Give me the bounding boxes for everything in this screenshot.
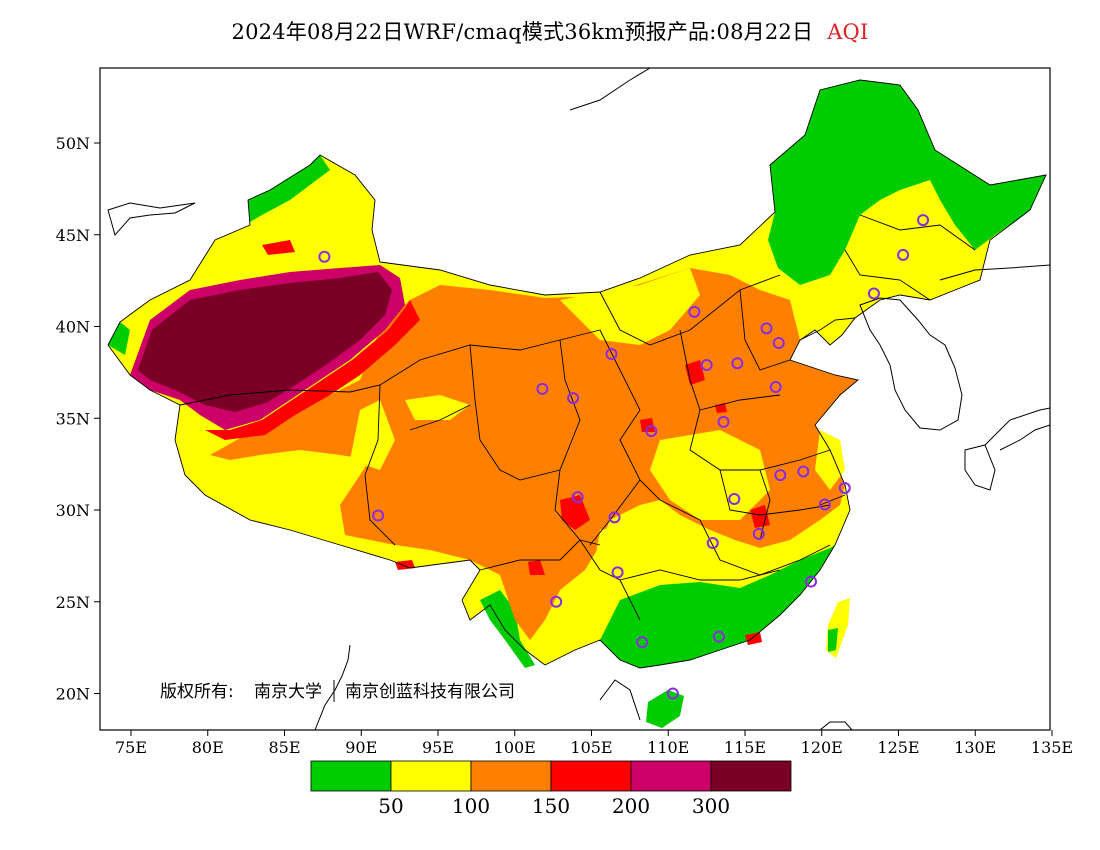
green-northeast <box>768 80 1046 285</box>
station-marker <box>611 566 624 579</box>
green-south <box>600 545 835 668</box>
lat-label: 40N <box>56 318 90 337</box>
credit-prefix: 版权所有: <box>160 682 234 702</box>
station-marker <box>372 509 385 522</box>
lat-label: 30N <box>56 501 90 520</box>
station-marker <box>774 469 787 482</box>
legend-label: 300 <box>692 794 730 818</box>
station-markers <box>318 214 930 700</box>
legend-swatch <box>390 760 472 792</box>
lon-label: 115E <box>724 738 766 757</box>
copyright-credit: 版权所有: 南京大学 南京创蓝科技有限公司 <box>160 680 515 702</box>
station-marker <box>769 381 782 394</box>
latitude-axis: 50N 45N 40N 35N 30N 25N 20N <box>56 134 100 704</box>
station-marker <box>760 322 773 335</box>
aqi-legend: 50 100 150 200 300 <box>310 760 792 818</box>
lon-label: 80E <box>192 738 224 757</box>
station-marker <box>772 337 785 350</box>
station-marker <box>712 630 725 643</box>
lat-label: 45N <box>56 226 90 245</box>
legend-label: 150 <box>532 794 570 818</box>
station-marker <box>318 250 331 263</box>
station-marker <box>717 415 730 428</box>
station-marker <box>917 214 930 227</box>
station-marker <box>838 481 851 494</box>
station-marker <box>700 359 713 372</box>
legend-swatch <box>550 760 632 792</box>
variable-label: AQI <box>827 20 869 44</box>
legend-label: 100 <box>452 794 490 818</box>
lon-label: 125E <box>877 738 919 757</box>
station-marker <box>636 636 649 649</box>
station-marker <box>728 492 741 505</box>
station-marker <box>706 537 719 550</box>
station-marker <box>867 287 880 300</box>
station-marker <box>567 392 580 405</box>
title-text: 2024年08月22日WRF/cmaq模式36km预报产品:08月22日 <box>231 20 814 44</box>
station-marker <box>608 511 621 524</box>
lon-label: 110E <box>647 738 689 757</box>
lon-label: 105E <box>570 738 612 757</box>
station-marker <box>688 305 701 318</box>
legend-swatch <box>310 760 392 792</box>
hainan-island <box>646 690 684 728</box>
lat-label: 25N <box>56 593 90 612</box>
station-marker <box>818 498 831 511</box>
lon-label: 85E <box>268 738 300 757</box>
green-yunnan <box>480 590 535 668</box>
credit-org1: 南京大学 <box>254 682 322 702</box>
station-marker <box>666 687 679 700</box>
coastlines <box>107 68 1050 730</box>
station-marker <box>752 527 765 540</box>
legend-swatch <box>630 760 712 792</box>
lat-label: 50N <box>56 134 90 153</box>
aqi-hazardous-core <box>138 272 392 412</box>
lon-label: 90E <box>345 738 377 757</box>
station-marker <box>536 382 549 395</box>
credit-org2: 南京创蓝科技有限公司 <box>345 682 515 702</box>
legend-label: 50 <box>378 794 403 818</box>
legend-swatch <box>470 760 552 792</box>
legend-label: 200 <box>612 794 650 818</box>
station-marker <box>550 595 563 608</box>
station-marker <box>897 248 910 261</box>
lat-label: 20N <box>56 685 90 704</box>
lat-label: 35N <box>56 409 90 428</box>
station-marker <box>645 425 658 438</box>
lon-label: 75E <box>115 738 147 757</box>
map-title: 2024年08月22日WRF/cmaq模式36km预报产品:08月22日 AQI <box>0 16 1100 46</box>
station-marker <box>797 465 810 478</box>
green-northwest-edge <box>248 155 330 222</box>
lon-label: 135E <box>1031 738 1073 757</box>
lon-label: 130E <box>954 738 996 757</box>
longitude-axis: 75E 80E 85E 90E 95E 100E 105E 110E 115E 120E 125E 1… <box>115 730 1073 757</box>
station-marker <box>605 348 618 361</box>
map-frame <box>99 67 1051 731</box>
station-marker <box>805 575 818 588</box>
lon-label: 100E <box>494 738 536 757</box>
station-marker <box>571 491 584 504</box>
lon-label: 120E <box>801 738 843 757</box>
lon-label: 95E <box>422 738 454 757</box>
legend-swatch <box>710 760 792 792</box>
station-marker <box>731 357 744 370</box>
province-borders <box>107 79 1047 669</box>
